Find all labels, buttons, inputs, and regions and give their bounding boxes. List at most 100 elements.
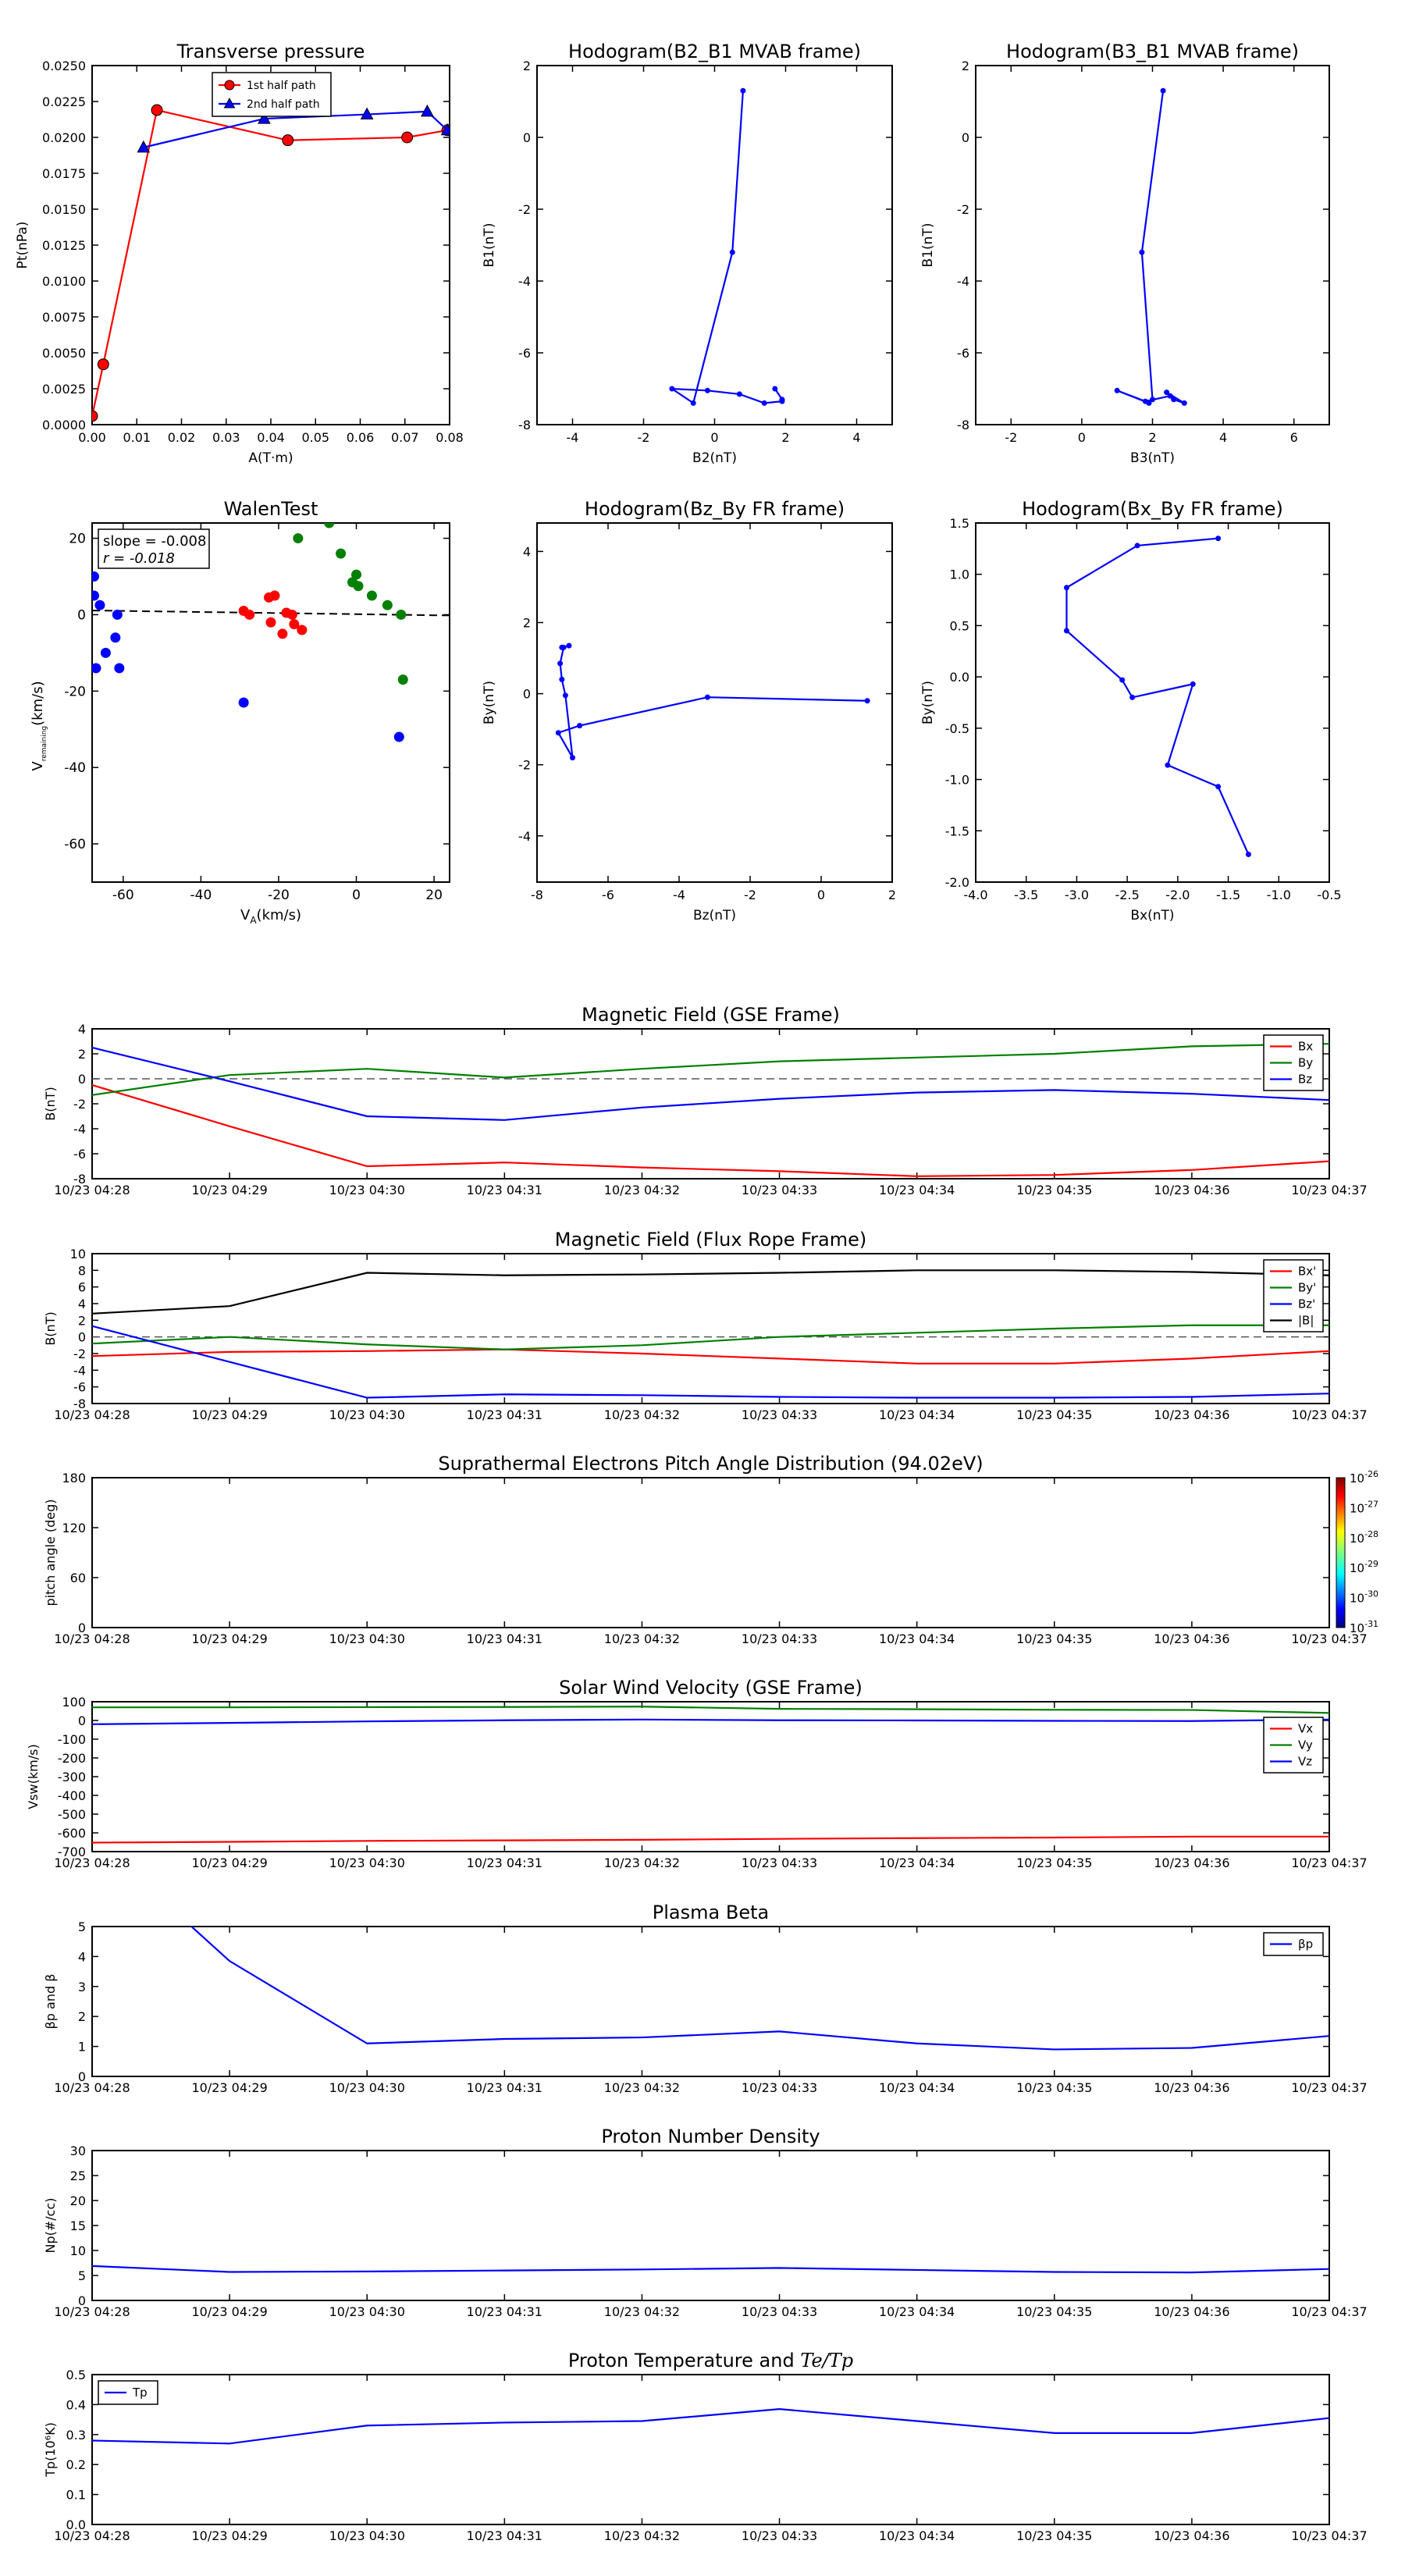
hxy-ytick-label: 0.0 [950,670,969,685]
beta-series-p [190,1927,1329,2051]
h21-data-point [690,400,696,406]
vsw-time-tick-label: 10/23 04:35 [1016,1856,1092,1870]
hzy-data-point [577,723,583,729]
beta-legend: βp [1263,1932,1324,1956]
bgse-legend-item: By [1270,1056,1313,1070]
vsw-ytick-label: -700 [58,1845,86,1859]
vsw-chart: Solar Wind Velocity (GSE Frame)-700-600-… [26,1677,1368,1870]
pad-colorbar-tick-base: 10 [1350,1471,1364,1485]
bfr-legend-item: Bz' [1270,1297,1315,1311]
pad-ytick-label: 180 [62,1471,86,1485]
tp-xtick-label: 0.06 [347,430,375,445]
bgse-series-bx [92,1083,1329,1177]
h31-xtick-label: 6 [1290,430,1298,445]
tpr-time-tick-label: 10/23 04:32 [604,2528,680,2543]
np-series-0 [92,2265,1329,2274]
hxy-ytick-label: 1.5 [950,516,969,531]
vsw-series-vz [92,1718,1329,1725]
tpr-series-tp [92,2408,1329,2445]
h21-data-point [669,386,675,392]
hxy-data-point [1063,628,1069,634]
walen-title: WalenTest [224,498,318,520]
bfr-time-tick-label: 10/23 04:33 [742,1407,817,1422]
hxy-title: Hodogram(Bx_By FR frame) [1022,498,1283,520]
h21-ytick-label: -4 [518,274,531,289]
walen-r-text: r = -0.018 [103,550,175,567]
hxy-y-ticks: -2.0 -1.5 -1.0 -0.5 0.0 0.5 1.0 1.5 [945,516,1329,890]
pad-y-ticks: 0 60 120 180 [62,1471,1329,1635]
pad-time-tick-label: 10/23 04:32 [604,1631,680,1646]
bfr-ytick-label: 2 [78,1313,86,1328]
h31-series-0 [1114,87,1187,406]
bfr-title: Magnetic Field (Flux Rope Frame) [555,1229,866,1251]
tpr-ytick-label: 0.0 [66,2517,86,2532]
pad-colorbar-tick-exponent: -26 [1364,1469,1378,1479]
hzy-y-ticks: -4 -2 0 2 4 [518,544,892,844]
bgse-chart: Magnetic Field (GSE Frame)-8-6-4-202410/… [43,1004,1368,1197]
bgse-series-line [92,1083,1329,1177]
bfr-ytick-label: 6 [78,1280,86,1295]
h21-xtick-label: 0 [710,430,718,445]
bgse-time-tick-label: 10/23 04:31 [467,1183,542,1197]
pad-ytick-label: 0 [78,1621,86,1635]
hxy-chart: Hodogram(Bx_By FR frame) -2.0 -1.5 -1.0 -0.5… [920,498,1342,923]
tpr-y-ticks: 0.0 0.1 0.2 0.3 0.4 0.5 [66,2368,1329,2532]
np-ytick-label: 25 [70,2169,86,2183]
bfr-time-tick-label: 10/23 04:28 [54,1407,130,1422]
bgse-time-tick-label: 10/23 04:28 [54,1183,130,1197]
hxy-data-point [1129,694,1136,700]
bgse-series-line [92,1043,1329,1096]
walen-data-point [351,569,362,580]
hzy-x-ticks: -8 -6 -4 -2 0 2 [531,523,896,902]
bgse-legend-label: Bx [1298,1040,1313,1054]
tpr-y-axis-label: Tp(10⁶K) [43,2422,58,2478]
hzy-data-point [704,694,710,700]
beta-y-ticks: 0 1 2 3 4 5 [78,1920,1329,2084]
tpr-time-tick-label: 10/23 04:30 [329,2528,405,2543]
pad-colorbar-tick-label: 10-28 [1350,1529,1378,1546]
h21-x-axis-label: B2(nT) [692,450,737,466]
bgse-legend-item: Bz [1270,1073,1312,1087]
tp-xtick-label: 0.04 [257,430,285,445]
tpr-ytick-label: 0.3 [66,2428,86,2443]
walen-ytick-label: 20 [69,532,86,547]
vsw-title: Solar Wind Velocity (GSE Frame) [559,1677,863,1699]
bfr-legend-item: By' [1270,1281,1316,1295]
tp-title: Transverse pressure [176,41,365,62]
tpr-series-line [92,2408,1329,2445]
hzy-xtick-label: 2 [888,888,896,902]
h31-xtick-label: 0 [1078,430,1086,445]
h21-data-point [761,400,767,406]
h21-plot-frame [536,65,893,425]
hzy-ytick-label: 2 [523,616,531,631]
bfr-y-ticks: -8 -6 -4 -2 0 2 4 6 8 10 [70,1247,1329,1411]
h21-ytick-label: 0 [523,130,531,145]
pad-plot-frame [91,1477,1330,1628]
beta-time-tick-label: 10/23 04:34 [879,2080,955,2095]
beta-y-axis-label: βp and β [43,1974,58,2030]
hzy-xtick-label: -6 [602,888,614,902]
pad-colorbar-tick-label: 10-29 [1350,1559,1378,1575]
bgse-ytick-label: 2 [78,1047,86,1062]
tp-legend-marker [223,97,236,109]
tp-legend-label: 1st half path [247,80,316,92]
tpr-time-tick-label: 10/23 04:35 [1016,2528,1092,2543]
walen-xtick-label: -60 [112,888,134,903]
tp-y-ticks: 0.0000 0.0025 0.0050 0.0075 0.0100 0.0125 0.01… [42,59,450,432]
np-time-tick-label: 10/23 04:35 [1016,2304,1092,2319]
beta-ytick-label: 3 [78,1980,86,1994]
bfr-ytick-label: 8 [78,1263,86,1278]
np-ytick-label: 20 [70,2194,86,2208]
bfr-ytick-label: -4 [73,1363,86,1378]
vsw-legend-item: Vz [1270,1755,1312,1769]
vsw-y-ticks: -700 -600 -500 -400 -300 -200 -100 0 100 [58,1695,1329,1859]
walen-data-point [382,600,393,610]
walen-data-point [297,624,308,635]
walen-fit-line [92,610,450,617]
hxy-plot-frame [975,522,1330,883]
tp-y-axis-label: Pt(nPa) [15,222,30,269]
pad-time-tick-label: 10/23 04:33 [742,1631,817,1646]
pad-colorbar-tick: 10-31 [1350,1619,1378,1635]
np-time-tick-label: 10/23 04:34 [879,2304,955,2319]
